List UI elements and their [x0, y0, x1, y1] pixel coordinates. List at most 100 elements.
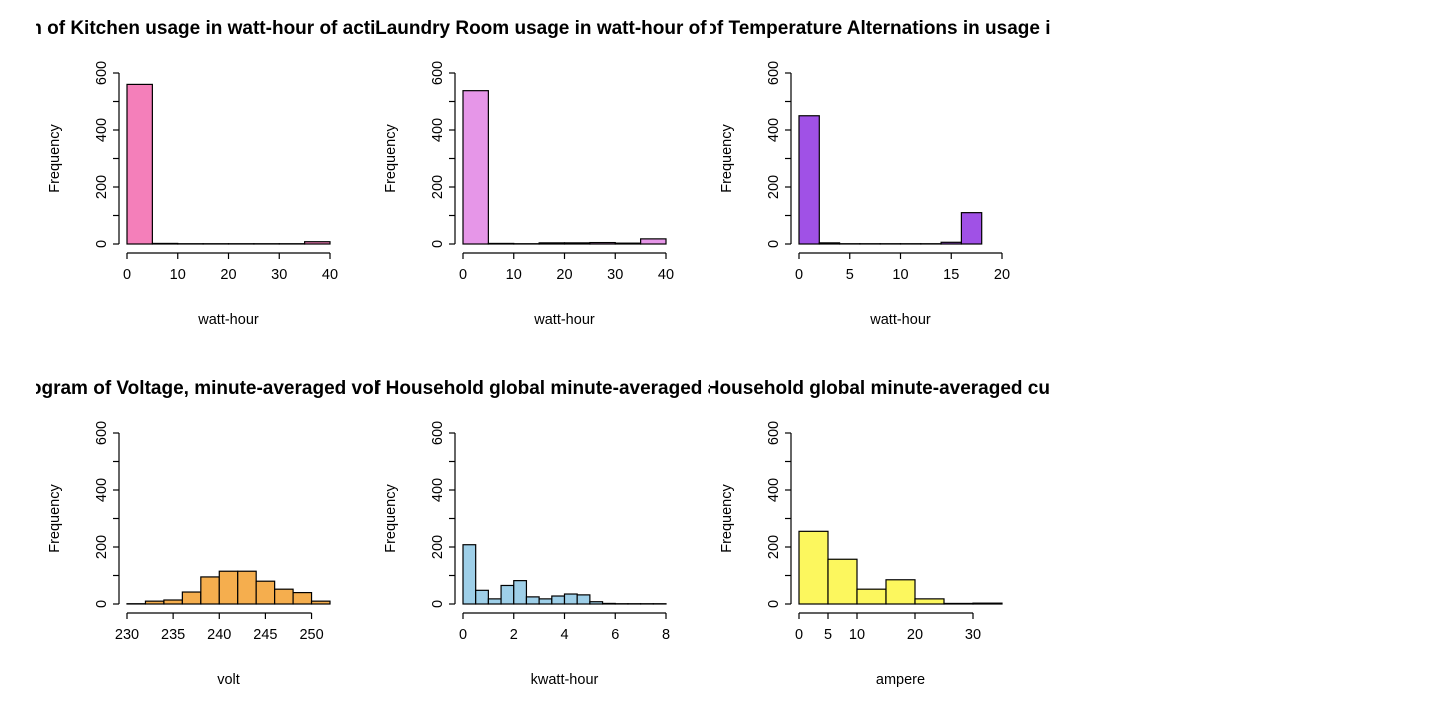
histogram-bar	[818, 242, 841, 245]
histogram-bar	[126, 83, 153, 245]
histogram-bar	[181, 591, 202, 605]
histogram-bar	[563, 242, 591, 245]
histogram-bar	[292, 591, 313, 605]
y-tick-label: 400	[94, 478, 110, 502]
histogram-bar	[798, 115, 820, 245]
chart-title: Histogram of Temperature Alternations in…	[606, 18, 1154, 39]
x-tick-label: 30	[607, 267, 623, 283]
x-tick-label: 10	[892, 267, 908, 283]
chart-title: Histogram of Laundry Room usage in watt-…	[253, 18, 834, 39]
chart-title: Histogram of Household global minute-ave…	[583, 378, 1177, 399]
histogram-bar	[151, 242, 179, 245]
chart-title: Histogram of Kitchen usage in watt-hour …	[0, 18, 465, 39]
x-tick-label: 30	[271, 267, 287, 283]
x-tick-label: 250	[299, 627, 323, 643]
histogram-bar	[940, 241, 962, 245]
x-axis-label: kwatt-hour	[531, 672, 599, 688]
x-tick-label: 0	[795, 267, 803, 283]
histogram-bar	[144, 600, 165, 605]
x-tick-label: 0	[459, 627, 467, 643]
x-tick-label: 230	[115, 627, 139, 643]
histogram-bar	[500, 584, 515, 605]
y-tick-label: 400	[430, 478, 446, 502]
y-tick-label: 400	[430, 118, 446, 142]
x-tick-label: 240	[207, 627, 231, 643]
x-tick-label: 8	[662, 627, 670, 643]
y-tick-label: 400	[94, 118, 110, 142]
chart-title: Histogram of Voltage, minute-averaged vo…	[0, 378, 418, 399]
y-axis-label: Frequency	[383, 124, 399, 193]
histogram-panel-4: Histogram of Voltage, minute-averaged vo…	[0, 378, 418, 688]
x-tick-label: 10	[849, 627, 865, 643]
histogram-bar	[525, 596, 540, 605]
histogram-panel-1: Histogram of Kitchen usage in watt-hour …	[0, 18, 465, 328]
x-tick-label: 4	[560, 627, 568, 643]
y-axis-label: Frequency	[47, 124, 63, 193]
x-tick-label: 10	[506, 267, 522, 283]
y-tick-label: 400	[766, 478, 782, 502]
y-axis-label: Frequency	[719, 124, 735, 193]
x-tick-label: 20	[220, 267, 236, 283]
x-tick-label: 20	[556, 267, 572, 283]
y-tick-label: 600	[766, 61, 782, 85]
histogram-bar	[487, 598, 502, 605]
y-tick-label: 600	[430, 61, 446, 85]
x-tick-label: 10	[170, 267, 186, 283]
y-tick-label: 600	[94, 421, 110, 445]
histogram-bar	[538, 598, 553, 605]
histogram-bar	[274, 588, 294, 605]
histogram-bar	[200, 576, 220, 605]
histogram-panel-6: Histogram of Household global minute-ave…	[583, 378, 1177, 688]
y-tick-label: 0	[430, 240, 446, 248]
y-tick-label: 0	[94, 600, 110, 608]
histogram-panel-5: Histogram of Household global minute-ave…	[263, 378, 823, 688]
y-tick-label: 200	[430, 535, 446, 559]
histogram-bar	[589, 601, 604, 605]
x-tick-label: 0	[123, 267, 131, 283]
histogram-bar	[551, 595, 566, 605]
x-axis-label: watt-hour	[197, 312, 259, 328]
histogram-bar	[310, 600, 331, 605]
x-axis-label: watt-hour	[869, 312, 931, 328]
histogram-bar	[163, 599, 183, 605]
histogram-bar	[856, 588, 887, 605]
y-axis-label: Frequency	[47, 484, 63, 553]
x-tick-label: 20	[994, 267, 1010, 283]
x-tick-label: 245	[253, 627, 277, 643]
y-tick-label: 200	[766, 175, 782, 199]
x-tick-label: 15	[943, 267, 959, 283]
x-tick-label: 235	[161, 627, 185, 643]
y-tick-label: 400	[766, 118, 782, 142]
histogram-bar	[462, 544, 477, 605]
histogram-bar	[827, 558, 858, 605]
histogram-bar	[513, 580, 528, 605]
y-tick-label: 200	[94, 175, 110, 199]
histogram-bar	[943, 602, 974, 605]
histogram-bar	[487, 242, 515, 245]
histogram-bar	[798, 530, 829, 605]
histogram-bar	[589, 241, 616, 245]
y-tick-label: 0	[94, 240, 110, 248]
histogram-bar	[601, 602, 616, 605]
chart-title: Histogram of Household global minute-ave…	[263, 378, 823, 399]
y-tick-label: 0	[766, 240, 782, 248]
y-tick-label: 600	[430, 421, 446, 445]
y-tick-label: 600	[94, 61, 110, 85]
y-axis-label: Frequency	[719, 484, 735, 553]
histogram-bar	[462, 90, 489, 245]
x-tick-label: 5	[846, 267, 854, 283]
histogram-bar	[914, 598, 945, 605]
histogram-bar	[218, 570, 239, 605]
x-tick-label: 40	[658, 267, 674, 283]
x-tick-label: 20	[907, 627, 923, 643]
histogram-bar	[538, 242, 566, 245]
histogram-bar	[614, 242, 642, 245]
histogram-bar	[237, 570, 257, 605]
x-tick-label: 6	[611, 627, 619, 643]
histogram-bar	[885, 579, 916, 605]
x-tick-label: 30	[965, 627, 981, 643]
y-tick-label: 200	[766, 535, 782, 559]
x-axis-label: volt	[217, 672, 240, 688]
histogram-bar	[475, 589, 489, 605]
